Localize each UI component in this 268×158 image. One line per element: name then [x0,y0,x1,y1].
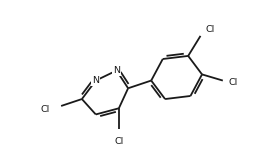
Text: Cl: Cl [40,105,50,114]
Text: Cl: Cl [205,25,214,34]
Text: Cl: Cl [229,78,238,87]
Text: N: N [92,76,99,85]
Text: Cl: Cl [114,137,124,146]
Text: N: N [113,66,120,75]
